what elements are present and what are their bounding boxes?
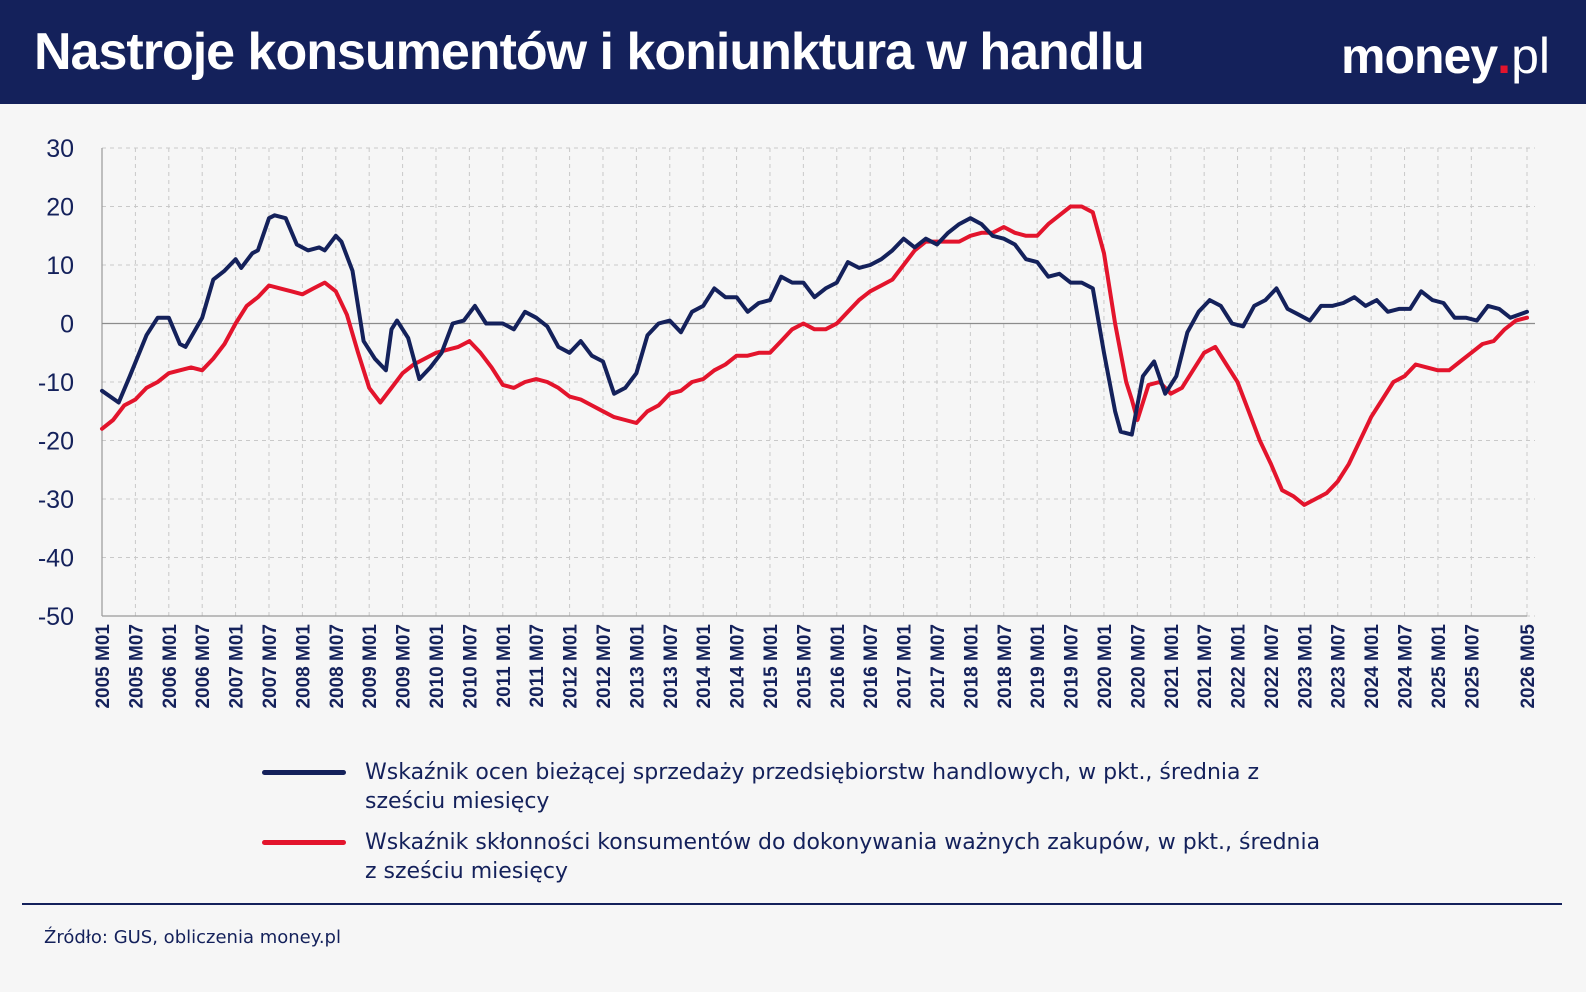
x-tick-label: 2008 M01 <box>293 624 314 709</box>
y-tick-label: -10 <box>38 369 74 397</box>
y-tick-label: 10 <box>46 252 74 280</box>
footer-divider <box>22 903 1562 905</box>
x-tick-label: 2020 M07 <box>1128 624 1149 709</box>
x-tick-label: 2006 M01 <box>160 624 181 709</box>
x-tick-label: 2014 M07 <box>728 624 749 709</box>
x-tick-label: 2011 M01 <box>494 624 515 708</box>
x-tick-label: 2024 M07 <box>1396 624 1417 709</box>
y-tick-label: 20 <box>46 194 74 222</box>
x-tick-label: 2022 M07 <box>1262 624 1283 709</box>
x-tick-label: 2008 M07 <box>327 624 348 709</box>
x-tick-label: 2012 M01 <box>561 624 582 709</box>
money-logo: money.pl <box>1341 28 1550 84</box>
x-tick-label: 2006 M07 <box>193 624 214 709</box>
x-tick-label: 2021 M01 <box>1162 624 1183 709</box>
x-tick-label: 2022 M01 <box>1229 624 1250 709</box>
y-tick-label: -40 <box>38 545 74 573</box>
source-note: Źródło: GUS, obliczenia money.pl <box>44 927 341 948</box>
x-tick-label: 2021 M07 <box>1195 624 1216 709</box>
x-tick-label: 2017 M07 <box>928 624 949 709</box>
x-tick-label: 2013 M07 <box>661 624 682 709</box>
x-tick-label: 2017 M01 <box>895 624 916 709</box>
logo-tld: pl <box>1511 28 1550 84</box>
legend-label-sales: Wskaźnik ocen bieżącej sprzedaży przedsi… <box>365 760 1260 814</box>
series-line-purchases <box>100 204 1529 507</box>
y-tick-label: 30 <box>46 135 74 163</box>
x-tick-label: 2024 M01 <box>1362 624 1383 709</box>
x-tick-label: 2016 M01 <box>828 624 849 709</box>
y-tick-label: -30 <box>38 486 74 514</box>
header-bar: Nastroje konsumentów i koniunktura w han… <box>0 0 1586 104</box>
x-tick-label: 2011 M07 <box>527 624 548 707</box>
x-tick-label: 2009 M01 <box>360 624 381 709</box>
x-tick-label: 2023 M01 <box>1295 624 1316 709</box>
x-tick-label: 2023 M07 <box>1329 624 1350 709</box>
legend-swatch-navy <box>262 770 346 775</box>
legend-label-purchases: Wskaźnik skłonności konsumentów do dokon… <box>365 830 1321 884</box>
x-tick-label: 2019 M07 <box>1062 624 1083 709</box>
x-tick-label: 2020 M01 <box>1095 624 1116 709</box>
x-tick-label: 2007 M07 <box>260 624 281 709</box>
series-line-sales <box>100 213 1529 437</box>
x-tick-label: 2025 M07 <box>1462 624 1483 709</box>
x-tick-label: 2014 M01 <box>694 624 715 709</box>
x-tick-label: 2019 M01 <box>1028 624 1049 709</box>
x-tick-label: 2009 M07 <box>394 624 415 709</box>
x-tick-label: 2018 M01 <box>961 624 982 709</box>
x-tick-label: 2013 M01 <box>627 624 648 709</box>
x-tick-label: 2018 M07 <box>995 624 1016 709</box>
x-tick-label: 2005 M01 <box>93 624 114 709</box>
x-tick-label: 2005 M07 <box>126 624 147 709</box>
x-tick-label: 2007 M01 <box>227 624 248 709</box>
y-tick-label: 0 <box>60 311 74 339</box>
y-tick-label: -20 <box>38 428 74 456</box>
line-chart: 30 20 10 0 -10 -20 -30 -40 -50 2005 M01 2005 M07 20… <box>38 135 1539 709</box>
x-tick-label: 2015 M07 <box>794 624 815 709</box>
x-tick-label: 2026 M05 <box>1518 624 1539 709</box>
x-tick-label: 2025 M01 <box>1429 624 1450 709</box>
legend-swatch-red <box>262 840 346 845</box>
logo-dot: . <box>1497 28 1512 84</box>
x-tick-label: 2016 M07 <box>861 624 882 709</box>
x-tick-label: 2015 M01 <box>761 624 782 709</box>
x-tick-label: 2012 M07 <box>594 624 615 709</box>
logo-brand: money <box>1341 28 1498 84</box>
y-tick-label: -50 <box>38 603 74 631</box>
x-tick-label: 2010 M07 <box>460 624 481 709</box>
chart-title: Nastroje konsumentów i koniunktura w han… <box>34 23 1145 81</box>
x-tick-label: 2010 M01 <box>427 624 448 709</box>
